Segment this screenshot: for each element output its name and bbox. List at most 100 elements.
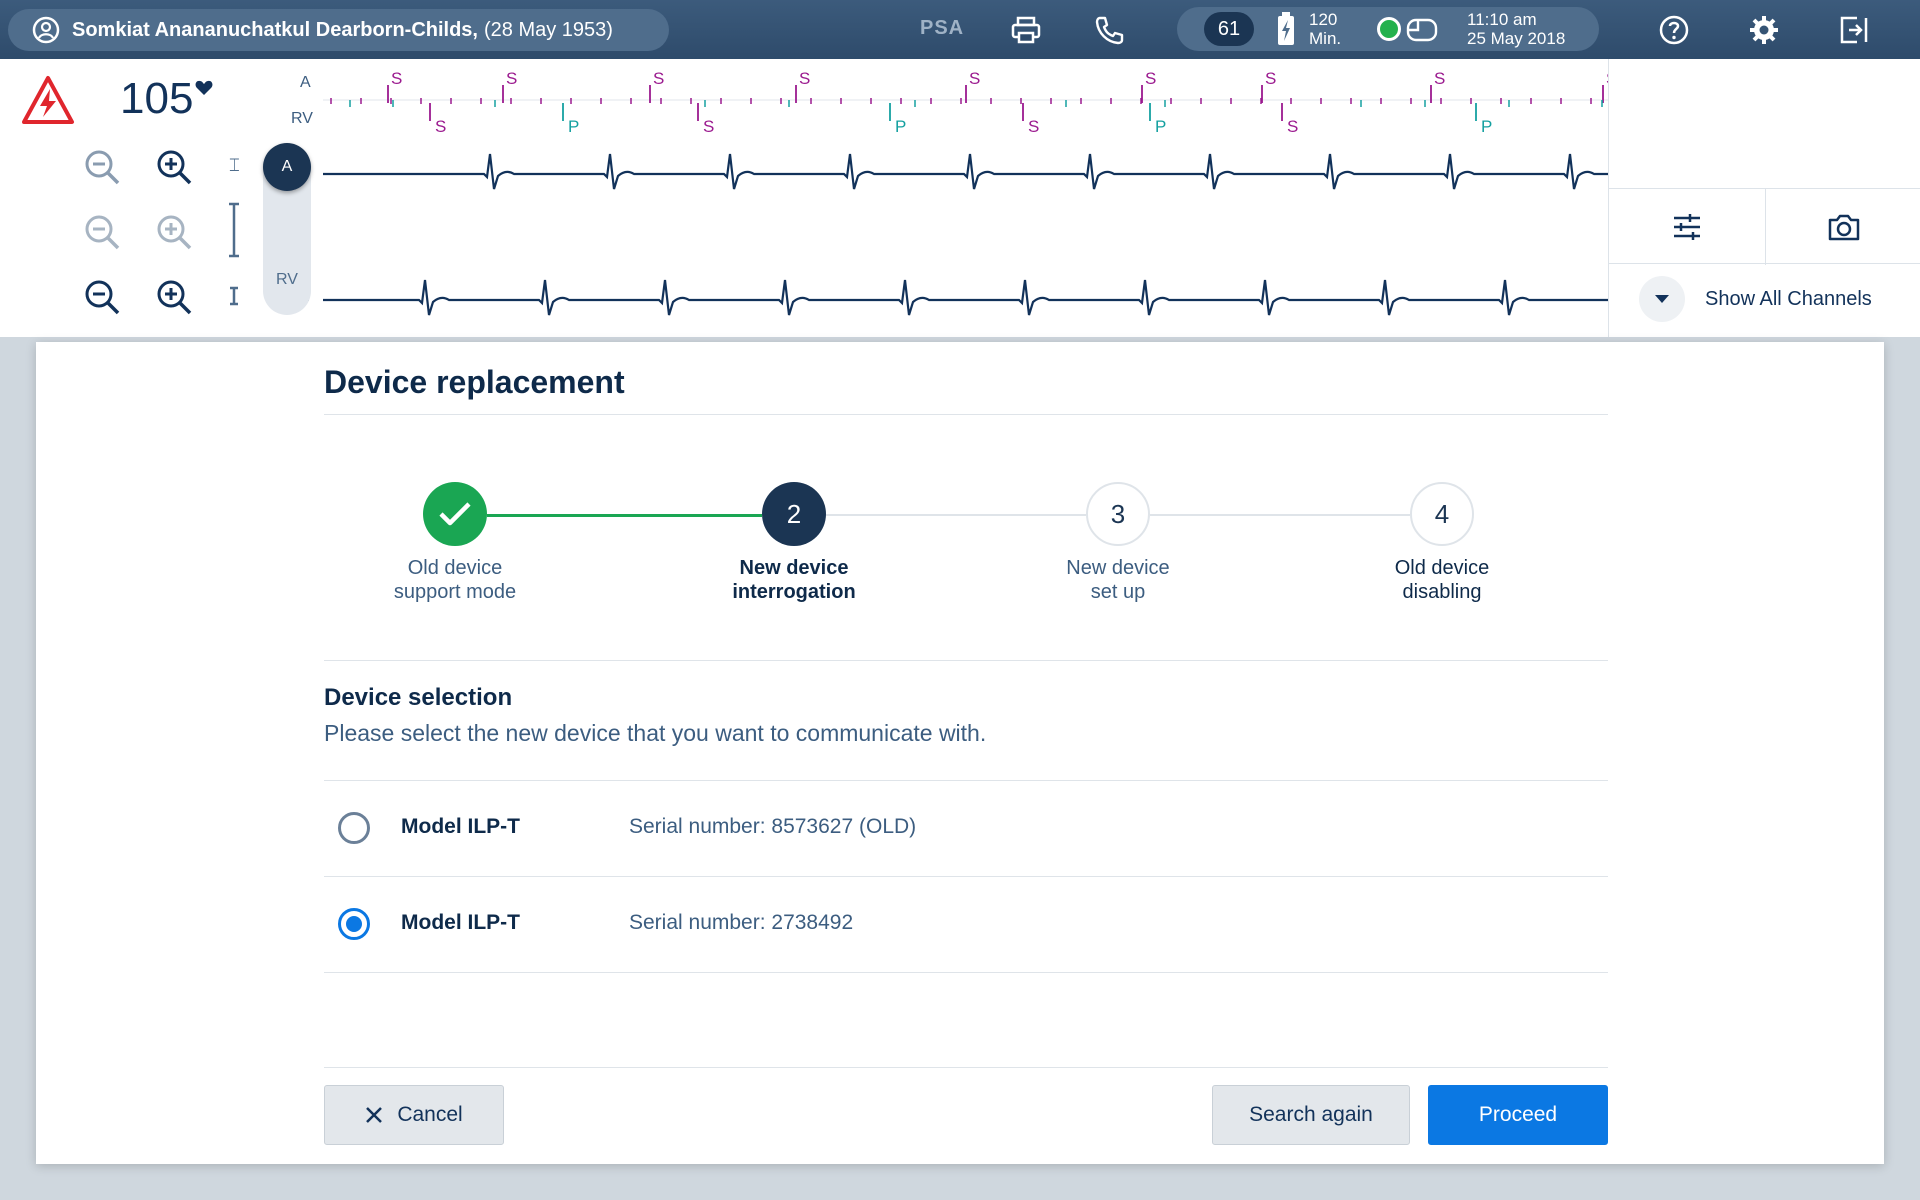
clock-time: 11:10 am — [1467, 10, 1537, 29]
battery-unit: Min. — [1309, 29, 1342, 48]
marker-bottom-label: P — [1481, 117, 1492, 136]
proceed-button[interactable]: Proceed — [1428, 1085, 1608, 1145]
divider — [324, 660, 1608, 661]
marker-top-label: S — [1434, 69, 1445, 88]
marker-bottom-label: P — [1155, 117, 1166, 136]
heart-icon — [195, 80, 213, 95]
show-all-channels-label: Show All Channels — [1705, 287, 1872, 310]
divider — [324, 414, 1608, 415]
step-3-label-line2: set up — [1090, 581, 1146, 603]
marker-top-label: S — [653, 69, 664, 88]
marker-top-label: S — [1606, 69, 1608, 88]
marker-bottom-label: S — [703, 117, 714, 136]
marker-top-label: S — [969, 69, 980, 88]
step-2-label-line2: interrogation — [732, 581, 856, 603]
step-3-label-line1: New device — [1066, 557, 1170, 579]
ecg-controls: 105 A RV I ⌶ — [0, 59, 323, 337]
channel-label-rv: RV — [291, 110, 313, 127]
cancel-button[interactable]: Cancel — [324, 1085, 504, 1145]
zoom-out-icon[interactable] — [82, 212, 122, 252]
phone-icon[interactable] — [1092, 13, 1126, 47]
search-again-button[interactable]: Search again — [1212, 1085, 1410, 1145]
device-option[interactable]: Model ILP-T Serial number: 2738492 — [324, 876, 1608, 972]
amplitude-scale-icon — [229, 202, 239, 258]
battery-icon — [1278, 12, 1294, 45]
user-icon — [32, 16, 60, 44]
zoom-out-icon[interactable] — [82, 277, 122, 317]
device-radio-selected[interactable] — [338, 908, 370, 940]
printer-icon[interactable] — [1009, 13, 1043, 47]
device-serial: Serial number: 2738492 — [629, 911, 854, 934]
step-2-label-line1: New device — [739, 557, 849, 579]
step-1-done — [423, 482, 487, 546]
step-4-label: Old device disabling — [1322, 556, 1562, 604]
ecg-side-panel: Show All Channels — [1608, 59, 1920, 337]
step-3-label: New device set up — [998, 556, 1238, 604]
psa-button[interactable]: PSA — [920, 17, 965, 39]
stepper: Old device support mode 2 New device int… — [324, 482, 1608, 612]
camera-icon — [1828, 214, 1859, 241]
zoom-in-icon[interactable] — [154, 277, 194, 317]
channel-toggle-rv[interactable]: RV — [276, 271, 298, 288]
marker-top-label: S — [799, 69, 810, 88]
marker-top-label: S — [506, 69, 517, 88]
filter-button[interactable] — [1609, 189, 1765, 265]
close-icon — [366, 1107, 383, 1123]
amplitude-scale-icon — [230, 286, 238, 306]
amplitude-scale-icon: ⌶ — [229, 155, 240, 175]
snapshot-button[interactable] — [1765, 189, 1920, 265]
marker-bottom-label: S — [1028, 117, 1039, 136]
divider — [324, 1067, 1608, 1068]
step-4-label-line2: disabling — [1402, 581, 1482, 603]
device-model: Model ILP-T — [401, 911, 520, 934]
device-option[interactable]: Model ILP-T Serial number: 8573627 (OLD) — [324, 780, 1608, 876]
heart-rate-value: 105 — [120, 74, 194, 123]
channel-toggle[interactable]: A RV — [263, 143, 311, 315]
clock: 11:10 am 25 May 2018 — [1467, 10, 1565, 48]
marker-bottom-label: S — [1287, 117, 1298, 136]
zoom-in-icon[interactable] — [154, 147, 194, 187]
divider — [324, 876, 1608, 877]
zoom-in-icon[interactable] — [154, 212, 194, 252]
zoom-out-icon[interactable] — [82, 147, 122, 187]
section-description: Please select the new device that you wa… — [324, 720, 987, 746]
step-connector-done — [487, 514, 762, 517]
device-serial: Serial number: 8573627 (OLD) — [629, 815, 917, 838]
help-icon[interactable] — [1657, 13, 1691, 47]
device-replacement-dialog: Device replacement Old device support mo… — [36, 342, 1884, 1164]
clock-date: 25 May 2018 — [1467, 29, 1566, 48]
step-4-label-line1: Old device — [1394, 557, 1490, 579]
chevron-down-icon — [1639, 276, 1685, 322]
settings-icon[interactable] — [1747, 13, 1781, 47]
step-2-label: New device interrogation — [674, 556, 914, 604]
marker-top-label: S — [1145, 69, 1156, 88]
device-model: Model ILP-T — [401, 815, 520, 838]
step-2-active: 2 — [762, 482, 826, 546]
channel-label-a: A — [300, 74, 311, 91]
divider — [324, 972, 1608, 973]
patient-dob: (28 May 1953) — [484, 18, 613, 41]
status-panel: 61 120 Min. 11:10 am 25 May 2018 — [1177, 7, 1599, 51]
marker-bottom-label: P — [895, 117, 906, 136]
patient-name: Somkiat Anananuchatkul Dearborn-Childs, — [72, 18, 478, 41]
shock-warning-icon[interactable] — [21, 74, 75, 126]
show-all-channels-button[interactable]: Show All Channels — [1639, 276, 1872, 322]
heart-rate-badge: 61 — [1204, 12, 1254, 46]
marker-bottom-label: P — [568, 117, 579, 136]
ecg-tools — [1609, 188, 1920, 265]
ecg-trace-i — [323, 279, 1608, 316]
channel-toggle-a[interactable]: A — [263, 143, 311, 191]
check-icon — [439, 502, 471, 526]
step-connector — [1150, 514, 1410, 516]
logout-icon[interactable] — [1837, 13, 1871, 47]
event-markers: S S S S S S S S S S P S P S P S P — [323, 69, 1608, 136]
cancel-label: Cancel — [397, 1103, 463, 1126]
divider — [324, 780, 1608, 781]
step-1-label-line1: Old device — [407, 557, 503, 579]
device-radio[interactable] — [338, 812, 370, 844]
battery-readout: 120 Min. — [1309, 10, 1341, 48]
patient-info[interactable]: Somkiat Anananuchatkul Dearborn-Childs, … — [8, 9, 669, 51]
sliders-icon — [1674, 214, 1700, 240]
dialog-title: Device replacement — [324, 364, 625, 400]
connection-status-dot — [1377, 17, 1401, 41]
